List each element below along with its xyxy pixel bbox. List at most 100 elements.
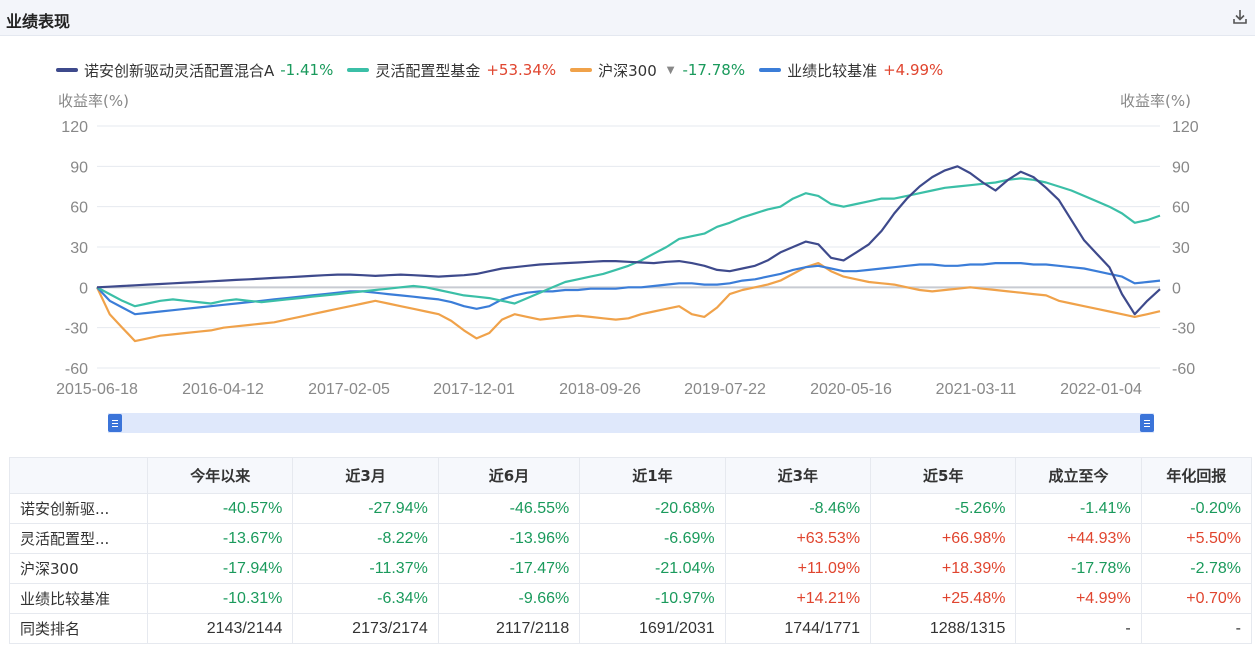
- table-cell: +14.21%: [724, 583, 872, 614]
- table-cell: -17.94%: [146, 553, 294, 584]
- table-cell: -10.97%: [579, 583, 726, 614]
- x-tick-label: 2021-03-11: [936, 381, 1017, 398]
- legend-value: -1.41%: [280, 61, 334, 79]
- table-cell: +25.48%: [870, 583, 1017, 614]
- y-tick-label-right: 90: [1172, 159, 1190, 176]
- table-cell: -9.66%: [437, 583, 581, 614]
- y-tick-label-left: 60: [70, 200, 88, 217]
- y-tick-label-right: 0: [1172, 280, 1181, 297]
- y-tick-label-left: -30: [65, 321, 88, 338]
- table-cell: +63.53%: [724, 523, 872, 554]
- x-tick-label: 2022-01-04: [1060, 381, 1142, 398]
- table-header-cell: 近5年: [870, 457, 1017, 494]
- table-cell: -17.78%: [1015, 553, 1142, 584]
- table-cell: 2173/2174: [292, 613, 439, 644]
- section-title: 业绩表现: [6, 12, 71, 31]
- table-header-cell: 近3年: [724, 457, 872, 494]
- table-cell: 1744/1771: [724, 613, 872, 644]
- series-line: [96, 262, 1161, 316]
- legend-item-fund[interactable]: 诺安创新驱动灵活配置混合A -1.41%: [56, 60, 333, 81]
- table-cell: -: [1140, 613, 1253, 644]
- y-tick-label-left: 90: [70, 159, 88, 176]
- table-cell: -6.34%: [292, 583, 439, 614]
- table-cell: 2117/2118: [437, 613, 581, 644]
- table-cell: 1691/2031: [579, 613, 726, 644]
- table-cell: 2143/2144: [146, 613, 294, 644]
- table-cell: -13.67%: [146, 523, 294, 554]
- table-header-row: 今年以来 近3月 近6月 近1年 近3年 近5年 成立至今 年化回报: [9, 457, 1253, 494]
- y-tick-label-left: 0: [79, 280, 88, 297]
- table-cell: -21.04%: [579, 553, 726, 584]
- legend-label: 灵活配置型基金: [375, 61, 481, 80]
- table-cell: +11.09%: [724, 553, 872, 584]
- table-row: 同类排名 2143/2144 2173/2174 2117/2118 1691/2031…: [9, 613, 1253, 644]
- row-label: 同类排名: [9, 613, 148, 644]
- legend-item-benchmark[interactable]: 业绩比较基准 +4.99%: [759, 60, 943, 81]
- table-cell: 1288/1315: [870, 613, 1017, 644]
- legend-value: +4.99%: [883, 61, 944, 79]
- table-header-cell: 近1年: [579, 457, 726, 494]
- table-cell: +66.98%: [870, 523, 1017, 554]
- y-tick-label-right: -60: [1172, 361, 1195, 378]
- y-tick-label-right: 120: [1172, 119, 1199, 136]
- download-icon[interactable]: [1231, 8, 1249, 26]
- table-cell: -40.57%: [146, 493, 294, 524]
- y-tick-label-left: 30: [70, 240, 88, 257]
- table-header-cell: 年化回报: [1140, 457, 1253, 494]
- row-label: 沪深300: [9, 553, 148, 584]
- table-cell: -27.94%: [292, 493, 439, 524]
- x-tick-label: 2020-05-16: [810, 381, 892, 398]
- table-cell: +44.93%: [1015, 523, 1142, 554]
- section-header: 业绩表现: [0, 0, 1255, 36]
- legend-item-index[interactable]: 沪深300 ▼ -17.78%: [570, 60, 745, 81]
- table-row: 沪深300 -17.94% -11.37% -17.47% -21.04% +11.09%…: [9, 553, 1253, 584]
- x-tick-label: 2018-09-26: [559, 381, 641, 398]
- table-cell: +4.99%: [1015, 583, 1142, 614]
- table-cell: -13.96%: [437, 523, 581, 554]
- table-cell: -1.41%: [1015, 493, 1142, 524]
- table-row: 灵活配置型... -13.67% -8.22% -13.96% -6.69% +63.53…: [9, 523, 1253, 554]
- table-cell: -10.31%: [146, 583, 294, 614]
- table-cell: -46.55%: [437, 493, 581, 524]
- y-tick-label-left: -60: [65, 361, 88, 378]
- table-cell: -: [1015, 613, 1142, 644]
- legend-label: 沪深300: [598, 61, 657, 80]
- range-slider-end-handle[interactable]: [1140, 414, 1154, 432]
- range-slider-start-handle[interactable]: [108, 414, 122, 432]
- performance-chart: 120 120 90 90 60 60 30 30 0 0 -30 -30 -60 -60 2015-06-…: [56, 119, 1199, 398]
- table-cell: -8.22%: [292, 523, 439, 554]
- row-label: 灵活配置型...: [9, 523, 148, 554]
- table-cell: -0.20%: [1140, 493, 1253, 524]
- table-header-cell: [9, 457, 148, 494]
- legend-item-category[interactable]: 灵活配置型基金 +53.34%: [347, 60, 556, 81]
- table-cell: -11.37%: [292, 553, 439, 584]
- x-tick-label: 2015-06-18: [56, 381, 138, 398]
- y-axis-title-left: 收益率(%): [58, 92, 129, 110]
- x-tick-label: 2016-04-12: [182, 381, 264, 398]
- table-row: 业绩比较基准 -10.31% -6.34% -9.66% -10.97% +14.21% +…: [9, 583, 1253, 614]
- table-header-cell: 近3月: [292, 457, 439, 494]
- series-line: [96, 165, 1161, 316]
- table-header-cell: 近6月: [437, 457, 581, 494]
- y-tick-label-right: -30: [1172, 321, 1195, 338]
- legend-swatch: [347, 68, 370, 72]
- legend-value: -17.78%: [682, 61, 746, 79]
- index-dropdown-icon[interactable]: ▼: [666, 64, 675, 76]
- legend-label: 业绩比较基准: [787, 61, 878, 80]
- table-header-cell: 成立至今: [1015, 457, 1142, 494]
- table-cell: -6.69%: [579, 523, 726, 554]
- row-label: 诺安创新驱...: [9, 493, 148, 524]
- legend-label: 诺安创新驱动灵活配置混合A: [84, 61, 275, 80]
- y-tick-label-left: 120: [61, 119, 88, 136]
- y-tick-label-right: 60: [1172, 200, 1190, 217]
- table-cell: -2.78%: [1140, 553, 1253, 584]
- y-tick-label-right: 30: [1172, 240, 1190, 257]
- legend-swatch: [570, 68, 593, 72]
- table-cell: -8.46%: [724, 493, 872, 524]
- range-slider[interactable]: [108, 413, 1154, 433]
- x-tick-label: 2017-02-05: [308, 381, 390, 398]
- table-header-cell: 今年以来: [146, 457, 294, 494]
- table-cell: -17.47%: [437, 553, 581, 584]
- table-row: 诺安创新驱... -40.57% -27.94% -46.55% -20.68% -8.4…: [9, 493, 1253, 524]
- chart-legend: 诺安创新驱动灵活配置混合A -1.41% 灵活配置型基金 +53.34% 沪深3…: [56, 59, 957, 81]
